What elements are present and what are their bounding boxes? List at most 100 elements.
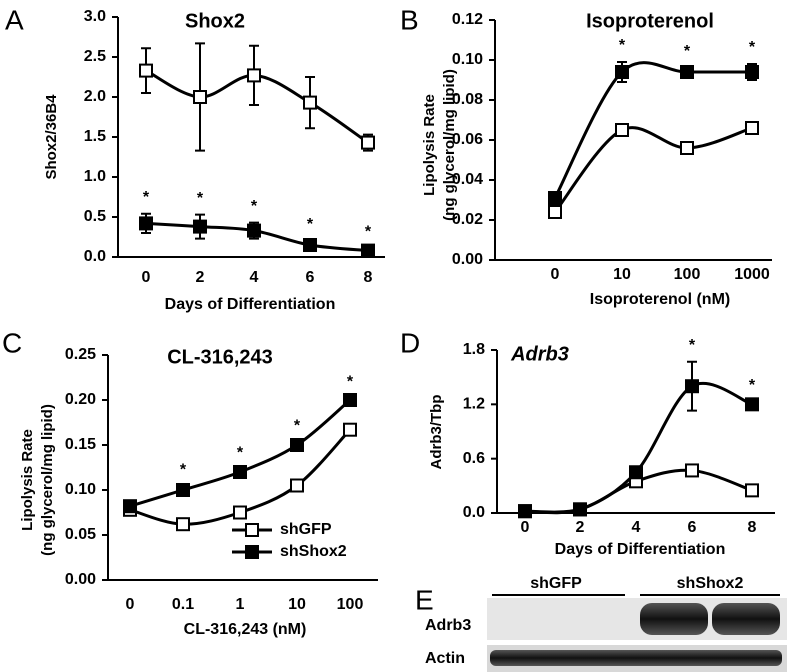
y-axis-label: Shox2/36B4 [43, 94, 60, 180]
x-axis-label: Days of Differentiation [165, 296, 336, 313]
chart-panel: B Isoproterenol Lipolysis Rate (ng glycerol… [400, 4, 772, 308]
x-tick-label: 0 [521, 519, 530, 536]
y-tick-label: 0.06 [452, 131, 483, 148]
data-point [123, 499, 137, 514]
significance-mark: * [749, 377, 756, 394]
panel-letter: C [2, 327, 22, 358]
x-tick-label: 0 [142, 269, 151, 286]
data-point [176, 517, 190, 532]
y-tick-label: 0.20 [65, 391, 96, 408]
data-point [629, 465, 643, 480]
significance-mark: * [684, 43, 691, 60]
x-tick-label: 1 [236, 596, 245, 613]
y-tick-label: 0.25 [65, 346, 96, 363]
x-tick-label: 1000 [734, 266, 770, 283]
data-point [573, 502, 587, 517]
y-tick-label: 0.15 [65, 436, 96, 453]
x-tick-label: 2 [196, 269, 205, 286]
y-tick-label: 2.5 [84, 48, 106, 65]
significance-mark: * [307, 216, 314, 233]
data-point [745, 397, 759, 412]
data-point [361, 135, 375, 150]
data-point [193, 90, 207, 104]
data-point [685, 379, 699, 394]
x-tick-label: 2 [576, 519, 585, 536]
y-axis-label: Lipolysis Rate [421, 94, 438, 196]
chart-panel: A Shox2 Shox2/36B4 Days of Differentiation 0… [5, 4, 385, 313]
y-axis-label: Lipolysis Rate [19, 429, 36, 531]
significance-mark: * [365, 223, 372, 240]
group-label: shShox2 [677, 575, 744, 592]
row-label: Actin [425, 650, 465, 667]
group-label: shGFP [530, 575, 582, 592]
y-tick-label: 0.00 [65, 571, 96, 588]
y-tick-label: 0.08 [452, 91, 483, 108]
y-tick-label: 1.2 [463, 396, 485, 413]
significance-mark: * [294, 418, 301, 435]
x-tick-label: 10 [613, 266, 631, 283]
panel-letter: A [5, 4, 24, 35]
data-point [290, 438, 304, 452]
y-tick-label: 0.5 [84, 208, 106, 225]
legend-label: shShox2 [280, 543, 347, 560]
x-tick-label: 0 [551, 266, 560, 283]
x-tick-label: 6 [688, 519, 697, 536]
data-point [303, 95, 317, 110]
data-point [193, 219, 207, 234]
data-point [139, 63, 153, 78]
data-point [518, 504, 532, 519]
y-tick-label: 1.0 [84, 168, 106, 185]
data-point [548, 191, 562, 205]
data-point [303, 238, 317, 252]
panel-letter: D [400, 327, 420, 358]
data-point [745, 65, 759, 79]
line [524, 382, 753, 515]
legend-marker [245, 545, 259, 559]
data-point [615, 123, 629, 137]
chart-panel: C CL-316,243 Lipolysis Rate (ng glycerol/mg… [2, 327, 378, 638]
significance-mark: * [347, 373, 354, 390]
row-label: Adrb3 [425, 617, 471, 634]
significance-mark: * [749, 39, 756, 56]
data-point [343, 422, 357, 437]
y-axis-label: (ng glycerol/mg lipid) [39, 404, 56, 556]
y-tick-label: 2.0 [84, 88, 106, 105]
y-tick-label: 0.04 [452, 171, 483, 188]
x-tick-label: 8 [748, 519, 757, 536]
x-axis-label: Days of Differentiation [555, 541, 726, 558]
x-tick-label: 4 [250, 269, 259, 286]
x-axis-label: Isoproterenol (nM) [590, 291, 730, 308]
y-tick-label: 0.0 [84, 248, 106, 265]
data-point [745, 121, 759, 135]
y-axis-label: Adrb3/Tbp [428, 395, 445, 470]
blot-band [712, 603, 780, 635]
y-tick-label: 0.10 [65, 481, 96, 498]
legend-marker [245, 523, 259, 537]
data-point [680, 65, 694, 79]
blot-band [490, 650, 782, 666]
data-point [343, 393, 357, 407]
y-tick-label: 0.05 [65, 526, 96, 543]
y-axis-label: (ng glycerol/mg lipid) [441, 69, 458, 221]
x-tick-label: 10 [288, 596, 306, 613]
blot-band [640, 603, 708, 635]
data-point [685, 463, 699, 478]
data-point [745, 483, 759, 498]
x-axis-label: CL-316,243 (nM) [184, 621, 307, 638]
y-tick-label: 1.5 [84, 128, 106, 145]
chart-title: CL-316,243 [167, 346, 273, 368]
data-point [233, 465, 247, 479]
y-tick-label: 1.8 [463, 341, 485, 358]
data-point [233, 505, 247, 520]
chart-title: Isoproterenol [586, 10, 714, 32]
y-tick-label: 0.6 [463, 450, 485, 467]
data-point [548, 205, 562, 219]
panel-letter: B [400, 4, 419, 35]
x-tick-label: 6 [306, 269, 315, 286]
x-tick-label: 100 [337, 596, 364, 613]
legend-label: shGFP [280, 521, 332, 538]
significance-mark: * [619, 37, 626, 54]
data-point [361, 243, 375, 258]
x-tick-label: 100 [674, 266, 701, 283]
